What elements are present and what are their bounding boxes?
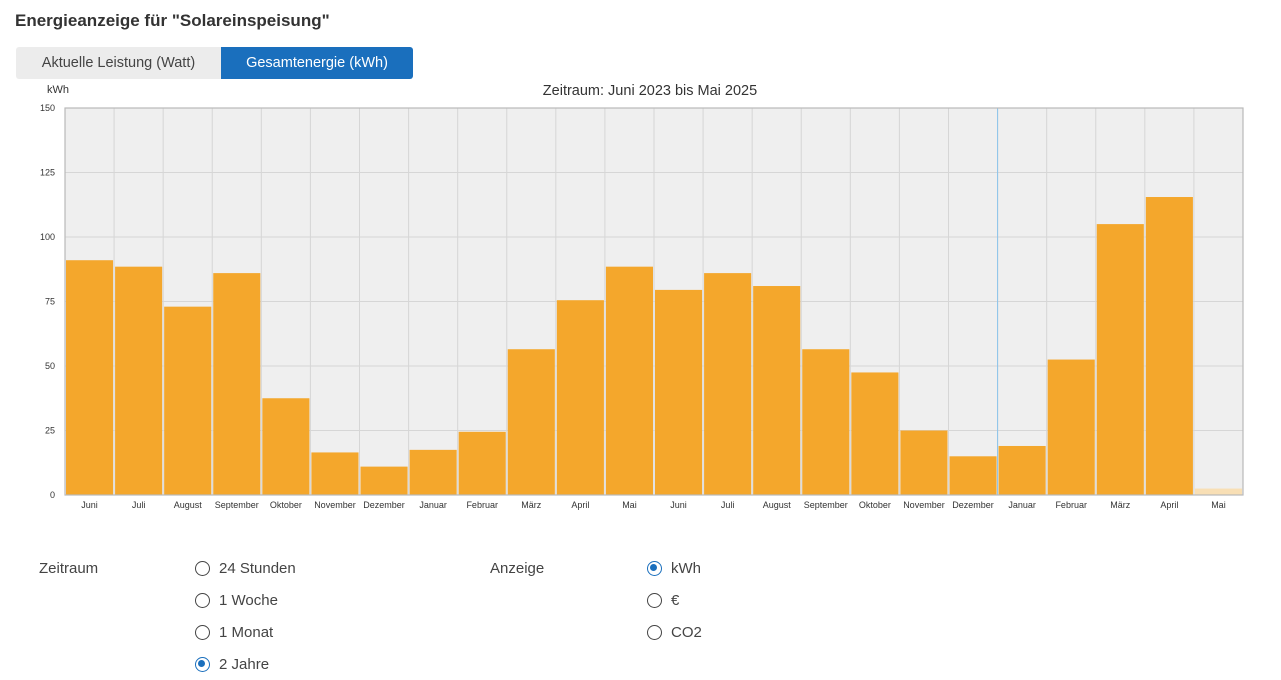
bar — [556, 300, 604, 495]
zeitraum-label: Zeitraum — [39, 560, 99, 577]
x-tick-label: September — [215, 500, 259, 510]
y-tick-label: 25 — [45, 426, 55, 436]
bar — [655, 289, 703, 495]
bar — [360, 466, 408, 495]
bar — [753, 286, 801, 495]
x-tick-label: Dezember — [363, 500, 405, 510]
x-tick-label: Mai — [1211, 500, 1226, 510]
bar — [115, 266, 163, 495]
x-tick-label: Mai — [622, 500, 637, 510]
y-tick-label: 0 — [50, 490, 55, 500]
x-tick-label: Oktober — [270, 500, 302, 510]
bar — [998, 445, 1046, 495]
radio-label: kWh — [671, 560, 701, 577]
radio-button-icon — [195, 625, 210, 640]
bar — [1096, 224, 1144, 495]
radio-2-jahre[interactable]: 2 Jahre — [195, 656, 269, 673]
x-tick-label: November — [314, 500, 356, 510]
bar — [409, 449, 457, 495]
x-tick-label: November — [903, 500, 945, 510]
radio-label: € — [671, 592, 680, 609]
y-tick-label: 75 — [45, 297, 55, 307]
radio-button-icon — [195, 561, 210, 576]
chart-title: Zeitraum: Juni 2023 bis Mai 2025 — [543, 83, 757, 99]
radio-1-woche[interactable]: 1 Woche — [195, 592, 278, 609]
bar — [1194, 488, 1242, 495]
x-tick-label: Januar — [1008, 500, 1036, 510]
bar — [605, 266, 653, 495]
radio-label: 2 Jahre — [219, 656, 270, 673]
bar — [507, 349, 555, 495]
y-axis-label: kWh — [47, 84, 69, 96]
bar — [1145, 197, 1193, 495]
y-tick-label: 100 — [40, 232, 55, 242]
x-tick-label: Oktober — [859, 500, 891, 510]
x-tick-label: August — [763, 500, 792, 510]
y-tick-label: 150 — [40, 103, 55, 113]
radio-1-monat[interactable]: 1 Monat — [195, 624, 273, 641]
bar — [802, 349, 850, 495]
bar — [704, 273, 752, 495]
x-tick-label: Februar — [466, 500, 498, 510]
bar — [213, 273, 261, 495]
chart-options: Zeitraum 24 Stunden 1 Woche 1 Monat 2 Ja… — [0, 556, 1281, 680]
radio-24-stunden[interactable]: 24 Stunden — [195, 560, 296, 577]
bar — [262, 398, 310, 495]
x-tick-label: Februar — [1055, 500, 1087, 510]
radio-co2[interactable]: CO2 — [647, 624, 702, 641]
radio-button-checked-icon — [195, 657, 210, 672]
x-tick-label: Juni — [670, 500, 687, 510]
energy-bar-chart: 0 25 50 75 100 125 150 Juni Juli August September O… — [40, 83, 1244, 510]
x-tick-label: Juli — [721, 500, 735, 510]
radio-button-checked-icon — [647, 561, 662, 576]
radio-button-icon — [195, 593, 210, 608]
x-tick-label: Januar — [419, 500, 447, 510]
x-tick-label: März — [1110, 500, 1130, 510]
x-tick-label: August — [174, 500, 203, 510]
bar — [311, 452, 359, 495]
energy-chart: 0 25 50 75 100 125 150 Juni Juli August September O… — [0, 80, 1281, 520]
bar — [1047, 359, 1095, 495]
plot-border — [64, 107, 1244, 496]
tab-current-power[interactable]: Aktuelle Leistung (Watt) — [16, 47, 221, 79]
y-tick-label: 50 — [45, 361, 55, 371]
radio-euro[interactable]: € — [647, 592, 679, 609]
radio-label: 1 Monat — [219, 624, 274, 641]
x-tick-label: April — [571, 500, 589, 510]
bar — [900, 430, 948, 495]
x-tick-label: September — [804, 500, 848, 510]
tab-total-energy[interactable]: Gesamtenergie (kWh) — [221, 47, 413, 79]
radio-label: 1 Woche — [219, 592, 278, 609]
x-tick-label: Juli — [132, 500, 146, 510]
page-title: Energieanzeige für "Solareinspeisung" — [15, 11, 330, 30]
radio-button-icon — [647, 625, 662, 640]
x-tick-label: Dezember — [952, 500, 994, 510]
radio-label: CO2 — [671, 624, 702, 641]
view-tabs: Aktuelle Leistung (Watt) Gesamtenergie (… — [16, 47, 413, 79]
radio-kwh[interactable]: kWh — [647, 560, 701, 577]
bar — [458, 431, 506, 495]
bar — [66, 260, 114, 495]
x-tick-label: März — [521, 500, 541, 510]
y-tick-label: 125 — [40, 168, 55, 178]
anzeige-label: Anzeige — [490, 560, 545, 577]
x-tick-label: April — [1160, 500, 1178, 510]
radio-button-icon — [647, 593, 662, 608]
radio-label: 24 Stunden — [219, 560, 296, 577]
x-tick-label: Juni — [81, 500, 98, 510]
bar — [164, 306, 212, 495]
bar — [851, 372, 899, 495]
bar — [949, 456, 997, 495]
